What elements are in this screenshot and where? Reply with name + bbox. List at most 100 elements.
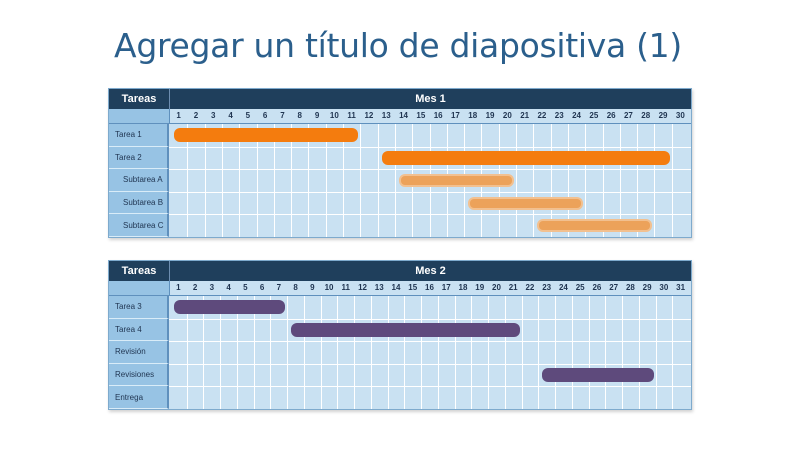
day-number: 15 [408,283,418,292]
task-bar[interactable] [537,219,653,233]
task-bar[interactable] [468,196,584,210]
grid-vline [204,124,206,237]
task-bar[interactable] [291,322,520,337]
grid-vline [588,296,590,409]
grid-vline [325,124,327,237]
grid-vline [387,296,389,409]
grid-vline [471,296,473,409]
grid-vline [187,124,189,237]
grid-vline [533,124,535,237]
day-number: 19 [485,111,495,120]
day-number: 29 [658,111,668,120]
day-number: 20 [492,283,501,292]
day-number: 17 [441,283,451,292]
day-number: 25 [575,283,585,292]
day-number: 28 [625,283,635,292]
grid-vline [605,296,607,409]
day-number: 17 [450,111,460,120]
grid-vline [320,296,322,409]
task-bar[interactable] [174,300,286,315]
day-number: 11 [341,283,350,292]
grid-vline [567,124,569,237]
tasks-column-header: Tareas [109,261,170,281]
day-number: 8 [297,111,302,120]
day-number: 27 [623,111,633,120]
grid-vline [360,124,362,237]
grid-vline [622,296,624,409]
grid-vline [672,296,674,409]
grid-vline [602,124,604,237]
task-label: Tarea 1 [109,124,169,147]
grid-vline [303,296,305,409]
grid-vline [239,124,241,237]
grid-hline [169,169,691,171]
grid-vline [273,124,275,237]
grid-vline [287,296,289,409]
day-number: 4 [226,283,231,292]
task-label: Tarea 3 [109,296,169,319]
grid-hline [169,146,691,148]
grid-hline [169,191,691,193]
day-number: 16 [433,111,443,120]
day-number: 29 [642,283,652,292]
day-number: 7 [276,283,282,292]
gantt-body: Tarea 3 Tarea 4 Revisión Revisiones Entrega [109,296,691,409]
grid-vline [337,296,339,409]
grid-vline [236,296,238,409]
day-number: 11 [347,111,356,120]
grid-vline [571,296,573,409]
day-number: 6 [262,111,268,120]
day-number: 13 [374,283,384,292]
grid-vline [504,296,506,409]
grid-vline [555,296,557,409]
task-label: Subtarea A [109,169,169,192]
month-header: Mes 2 [415,265,446,277]
day-number: 27 [609,283,619,292]
grid-hline [169,341,691,343]
day-number: 30 [675,111,685,120]
day-number: 28 [641,111,651,120]
task-label: Revisiones [109,363,169,387]
grid-vline [270,296,272,409]
day-number: 22 [525,283,535,292]
day-number: 23 [554,111,564,120]
grid-vline [421,296,423,409]
day-number: 26 [606,111,616,120]
month-header: Mes 1 [415,93,446,105]
grid-vline [488,296,490,409]
day-number: 8 [293,283,298,292]
day-number: 3 [209,283,215,292]
day-number: 1 [176,283,181,292]
task-bar[interactable] [398,174,514,187]
day-number: 15 [416,111,426,120]
day-number: 2 [192,283,198,292]
grid-vline [671,124,673,237]
gantt-chart-month-2: Tareas Mes 2 1 2 3 4 5 6 7 8 9 10 11 12 13 14 15 16 17 18… [108,260,692,410]
task-label: Revisión [109,341,169,364]
task-label: Entrega [109,386,169,409]
grid-vline [404,296,406,409]
grid-vline [291,124,293,237]
day-number: 24 [572,111,581,120]
day-number: 25 [589,111,599,120]
grid-vline [370,296,372,409]
day-row-corner [109,281,170,295]
day-number: 19 [475,283,485,292]
grid-vline [394,124,396,237]
day-number: 10 [324,283,334,292]
day-number: 4 [228,111,233,120]
grid-vline [521,296,523,409]
task-bar[interactable] [381,150,670,165]
grid-vline [220,296,222,409]
day-number: 12 [358,283,367,292]
day-number: 13 [381,111,391,120]
task-bar[interactable] [174,128,359,143]
grid-hline [169,318,691,320]
gantt-header: Tareas Mes 2 [109,261,691,281]
day-number: 12 [364,111,374,120]
day-number: 5 [245,111,251,120]
day-number: 24 [558,283,568,292]
grid-vline [186,296,188,409]
task-bar[interactable] [542,368,654,383]
grid-vline [253,296,255,409]
